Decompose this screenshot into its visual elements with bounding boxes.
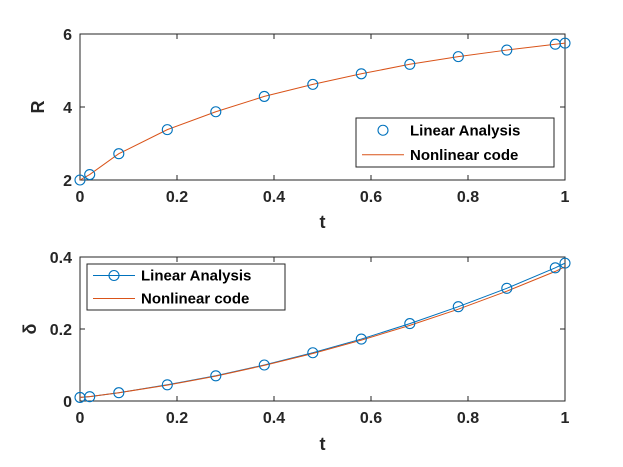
- legend-entry: Nonlinear code: [141, 291, 249, 308]
- data-point: [404, 58, 416, 70]
- legend-entry: Nonlinear code: [410, 147, 518, 164]
- y-tick-label: 6: [63, 27, 72, 44]
- legend: Linear Analysis Nonlinear code: [86, 263, 286, 311]
- legend-entry: Linear Analysis: [141, 268, 251, 285]
- data-point: [84, 168, 96, 181]
- data-point: [113, 387, 125, 399]
- x-tick-label: 0.2: [166, 189, 188, 206]
- legend-box: [86, 263, 286, 311]
- legend-entry: Linear Analysis: [410, 122, 520, 139]
- series-line-2: [79, 266, 566, 398]
- data-point: [501, 282, 513, 294]
- data-point: [549, 262, 561, 274]
- x-tick-label: 0.4: [263, 410, 285, 427]
- y-axis-label: R: [28, 101, 48, 114]
- x-tick-label: 0.8: [457, 189, 479, 206]
- data-point: [161, 379, 173, 391]
- y-tick-label: 2: [63, 173, 72, 190]
- x-axis-label: t: [320, 212, 326, 232]
- y-tick-label: 0.4: [50, 250, 72, 267]
- data-point: [307, 347, 319, 359]
- x-tick-label: 0.2: [166, 410, 188, 427]
- data-point: [258, 90, 270, 102]
- data-point: [355, 333, 367, 345]
- data-point: [559, 257, 571, 269]
- x-tick-label: 0: [76, 410, 85, 427]
- data-point: [113, 148, 125, 160]
- x-tick-label: 1: [561, 189, 570, 206]
- data-point: [258, 359, 270, 371]
- data-point: [355, 68, 367, 80]
- y-axis-label: δ: [20, 323, 40, 334]
- x-axis-label: t: [320, 434, 326, 454]
- x-tick-label: 0.6: [360, 189, 382, 206]
- x-tick-label: 0.4: [263, 189, 285, 206]
- legend-marker-sample: [377, 124, 389, 136]
- data-point: [74, 174, 86, 186]
- data-point: [452, 301, 464, 313]
- data-point: [84, 391, 96, 403]
- y-tick-label: 4: [63, 100, 72, 117]
- legend-marker-sample: [108, 269, 120, 282]
- legend: Linear Analysis Nonlinear code: [355, 117, 555, 168]
- data-point: [161, 124, 173, 136]
- data-point: [452, 51, 464, 63]
- x-tick-label: 1: [561, 410, 570, 427]
- y-tick-label: 0: [63, 394, 72, 411]
- chart-panel-1: 0 0.2 0.4 0.6 0.8 1 2 4 6 t R Linear Analysis Nonlin…: [28, 27, 571, 232]
- data-point: [307, 78, 319, 90]
- data-point: [210, 106, 222, 118]
- x-tick-label: 0: [76, 189, 85, 206]
- data-point: [210, 370, 222, 382]
- series-line-2: [79, 42, 566, 181]
- x-tick-label: 0.8: [457, 410, 479, 427]
- x-tick-label: 0.6: [360, 410, 382, 427]
- data-point: [404, 318, 416, 330]
- data-point: [501, 44, 513, 56]
- legend-box: [355, 117, 555, 168]
- chart-panel-2: 0 0.2 0.4 0.6 0.8 1 0 0.2 0.4 t δ Linear Analysis No…: [20, 250, 571, 454]
- y-tick-label: 0.2: [50, 322, 72, 339]
- data-point: [559, 37, 571, 49]
